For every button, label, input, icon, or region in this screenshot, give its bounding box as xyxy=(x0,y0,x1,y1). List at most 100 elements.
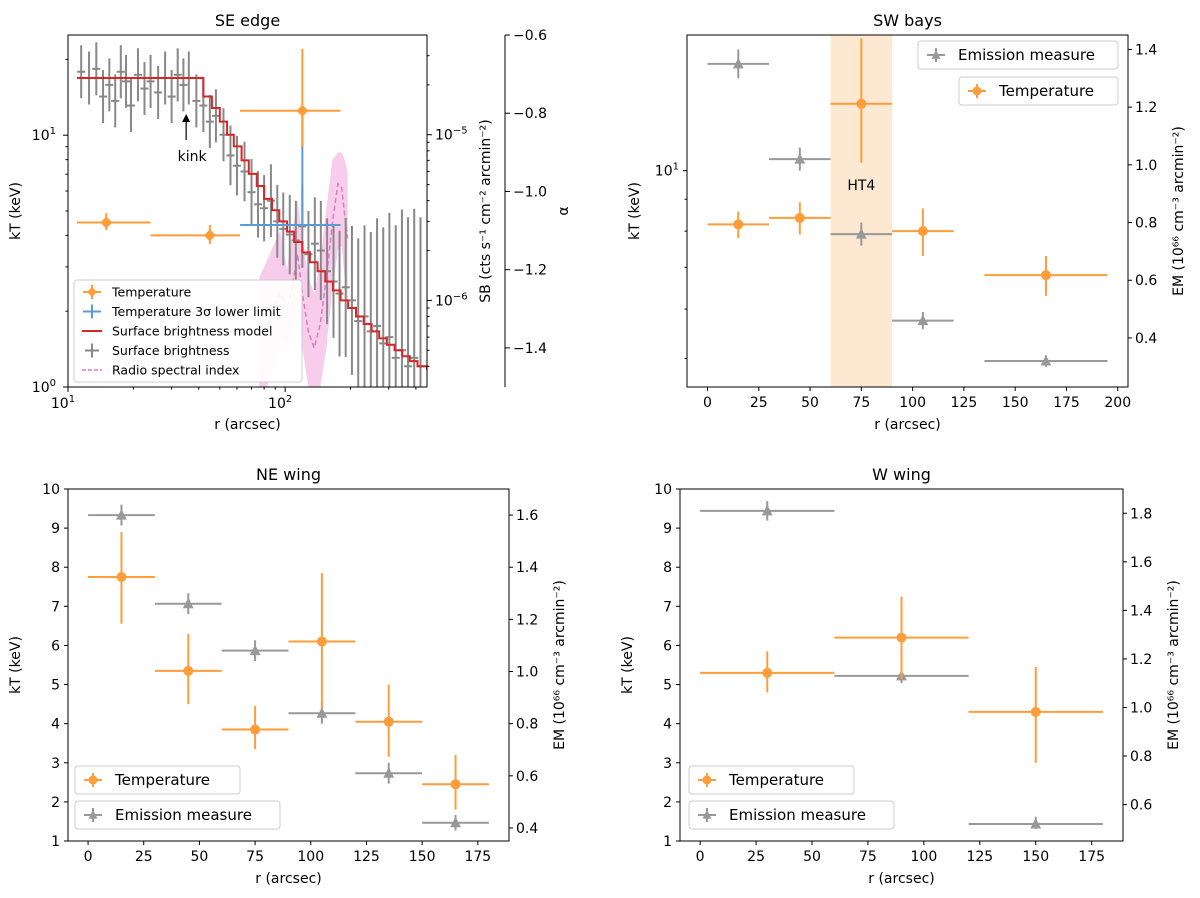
x-tick-label: 0 xyxy=(84,849,93,865)
x-tick-label: 25 xyxy=(747,849,765,865)
sb-point xyxy=(379,227,388,387)
band-label: HT4 xyxy=(847,178,875,194)
sb-point xyxy=(260,175,269,242)
x-tick-label: 175 xyxy=(1053,395,1080,411)
sb-point xyxy=(316,200,325,301)
legend-marker xyxy=(702,810,712,819)
y2-tick-label: 0.6 xyxy=(516,769,538,785)
sb-point xyxy=(385,212,394,387)
plot-frame xyxy=(686,34,1129,388)
temp-marker xyxy=(383,716,394,727)
y-tick-label: 2 xyxy=(663,795,672,811)
temp-marker xyxy=(116,572,127,582)
y2-tick-label: 1.0 xyxy=(1130,700,1152,716)
legend-item-temp: Temperature xyxy=(83,285,191,300)
temp-point xyxy=(154,633,222,705)
alpha-tick-label: −1.4 xyxy=(513,341,547,357)
legend-label: Temperature xyxy=(111,285,191,300)
kink-label: kink xyxy=(178,149,208,165)
sb-point xyxy=(92,42,101,96)
sb-point xyxy=(279,192,288,266)
sb-point xyxy=(391,225,400,387)
legend-temp: Temperature xyxy=(958,76,1119,106)
y2-tick-label: 0.6 xyxy=(1135,273,1157,289)
y-tick-label: 8 xyxy=(663,560,672,576)
sb-point xyxy=(126,79,135,133)
legend-label: Temperature 3σ lower limit xyxy=(111,304,281,319)
legend-label: Temperature xyxy=(728,771,824,789)
em-point xyxy=(422,814,489,831)
legend-temp: Temperature xyxy=(74,765,241,795)
x-tick-label: 150 xyxy=(1002,395,1029,411)
y-tick-label: 4 xyxy=(51,717,60,733)
y2-tick-label: 1.2 xyxy=(1130,652,1152,668)
temp-marker xyxy=(203,229,216,242)
em-point xyxy=(892,311,954,330)
x-tick-label: 100 xyxy=(297,849,324,865)
legend-label: Temperature xyxy=(114,771,210,789)
legend-label: Emission measure xyxy=(729,806,866,824)
temp-point xyxy=(700,651,835,693)
chart-title: SW bays xyxy=(873,11,942,30)
temp-point xyxy=(984,255,1108,296)
em-marker xyxy=(761,504,773,516)
y-tick-label: 101 xyxy=(32,126,56,144)
sb-point xyxy=(122,54,131,108)
sb-point xyxy=(254,171,263,238)
y2-tick-label: 0.8 xyxy=(516,717,538,733)
alpha-tick-label: −1.0 xyxy=(513,184,547,200)
temp-marker xyxy=(1030,706,1041,717)
x-tick-label: 100 xyxy=(911,849,938,865)
chart-title: NE wing xyxy=(256,465,321,484)
x-axis-label: r (arcsec) xyxy=(874,417,940,433)
y2-axis-label: EM (10⁶⁶ cm⁻³ arcmin⁻²) xyxy=(1171,126,1187,296)
sb-point xyxy=(205,95,214,149)
legend-em: Emission measure xyxy=(688,800,895,830)
legend-label: Temperature xyxy=(998,82,1094,100)
y-tick-label: 100 xyxy=(32,378,56,396)
em-point xyxy=(221,640,289,662)
x-tick-label: 75 xyxy=(246,849,264,865)
temp-point xyxy=(707,211,770,238)
y2-tick-label: 1.6 xyxy=(1130,555,1152,571)
sb-point xyxy=(240,141,249,202)
y2-tick-label: 1.8 xyxy=(1130,506,1152,522)
sb-point xyxy=(341,217,350,357)
temp-marker xyxy=(100,216,113,229)
temp-point xyxy=(355,684,423,757)
temp-point xyxy=(221,706,289,750)
legend-temp: Temperature xyxy=(688,765,855,795)
temp-point xyxy=(88,532,155,624)
y-axis-label: kT (keV) xyxy=(620,636,636,694)
sb-point xyxy=(154,65,163,119)
x-tick-label: 150 xyxy=(409,849,436,865)
x-tick-label: 0 xyxy=(696,849,705,865)
alpha-tick-label: −0.6 xyxy=(513,28,547,44)
y-axis-label: kT (keV) xyxy=(627,182,643,240)
temp-point xyxy=(968,666,1103,763)
x-tick-label: 50 xyxy=(803,849,821,865)
temp-point xyxy=(834,596,969,679)
x-axis-label: r (arcsec) xyxy=(868,871,934,887)
y-tick-label: 4 xyxy=(663,717,672,733)
sb-point xyxy=(397,209,406,387)
temp-point xyxy=(830,38,893,163)
sb-point xyxy=(173,48,182,102)
y-tick-label: 7 xyxy=(663,599,672,615)
sb-point xyxy=(404,217,413,387)
y-axis-label: kT (keV) xyxy=(8,182,24,240)
em-marker xyxy=(917,314,929,326)
y-tick-label: 1 xyxy=(663,834,672,850)
panel-sw: SW bays HT4 0 25 50 75 100 125 150 175 200 101 0.4 0.… xyxy=(627,11,1187,433)
temp-marker xyxy=(250,724,261,735)
x-tick-label: 75 xyxy=(852,395,870,411)
legend-label: Radio spectral index xyxy=(112,363,239,378)
sb-point xyxy=(285,194,294,275)
y-tick-label: 1 xyxy=(51,834,60,850)
em-point xyxy=(968,816,1103,829)
y-tick-label: 2 xyxy=(51,795,60,811)
y-tick-label: 3 xyxy=(663,756,672,772)
y-tick-label: 10 xyxy=(654,482,672,498)
